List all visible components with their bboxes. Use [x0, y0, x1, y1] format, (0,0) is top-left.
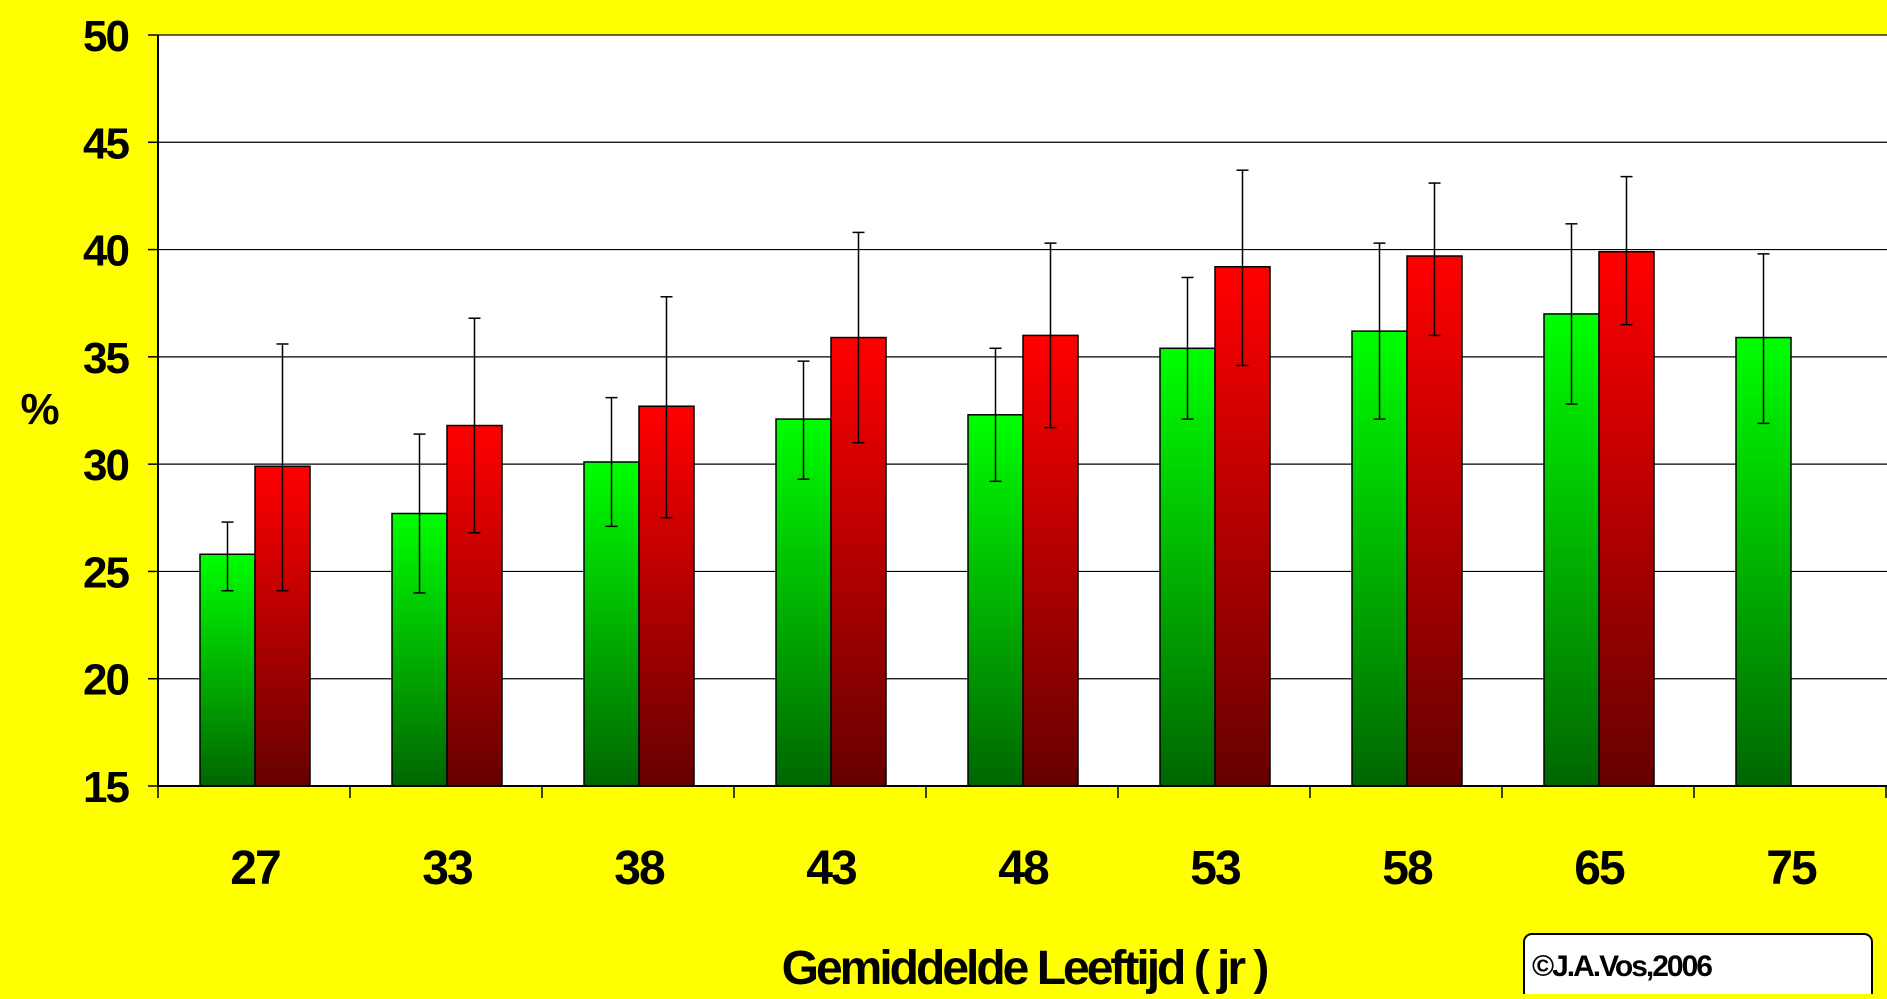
- x-tick-label: 43: [806, 842, 856, 895]
- x-axis-title: Gemiddelde Leeftijd ( jr ): [782, 942, 1268, 994]
- bars: [199, 250, 1792, 787]
- y-tick-label: 30: [83, 441, 128, 490]
- y-tick-label: 35: [83, 334, 129, 383]
- bar: [1598, 250, 1655, 787]
- x-tick-label: 38: [614, 842, 665, 895]
- y-tick-label: 40: [83, 227, 128, 276]
- credit-box: [1523, 933, 1873, 999]
- credit-text: ©J.A.Vos,2006: [1532, 950, 1712, 983]
- x-tick-label: 58: [1382, 842, 1433, 895]
- tick-labels: 15 20 25 30 35 40 45 50 27 33 38 43 48 53 58 65 75: [83, 12, 1819, 895]
- y-tick-label: 50: [83, 12, 128, 61]
- x-tick-label: 27: [230, 842, 280, 895]
- bar: [1406, 255, 1463, 787]
- x-tick-label: 75: [1766, 842, 1817, 895]
- axes: [157, 35, 1887, 798]
- x-tick-label: 53: [1190, 842, 1240, 895]
- x-tick-label: 48: [998, 842, 1049, 895]
- y-axis-title: %: [20, 385, 59, 434]
- y-tick-label: 15: [83, 763, 129, 812]
- x-tick-label: 65: [1574, 842, 1625, 895]
- y-tick-label: 20: [83, 656, 128, 705]
- y-tick-label: 25: [83, 548, 129, 597]
- y-tick-label: 45: [83, 119, 129, 168]
- error-bars: [221, 169, 1770, 594]
- x-tick-label: 33: [422, 842, 472, 895]
